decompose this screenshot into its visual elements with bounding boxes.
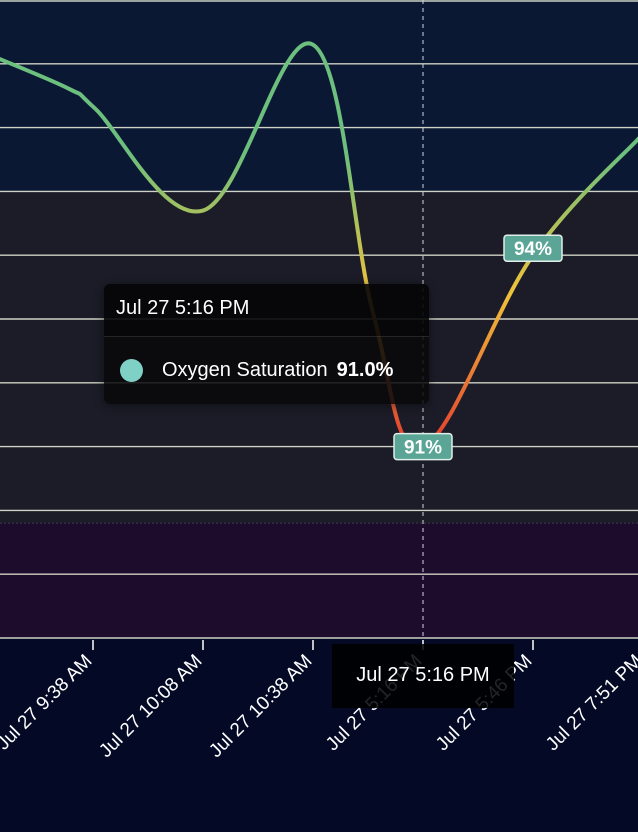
series-group [0, 41, 638, 450]
crosshair-x-label: Jul 27 5:16 PM [332, 644, 514, 708]
data-label-box [503, 234, 563, 262]
tooltip-value: 91.0% [336, 358, 394, 381]
x-tick-label: Jul 27 10:38 AM [205, 651, 316, 762]
data-label-text: 91% [404, 438, 442, 459]
plot-band-0 [0, 0, 638, 192]
tooltip-body: Oxygen Saturation 91.0% [104, 337, 429, 403]
tooltip-series-name: Oxygen Saturation [162, 358, 328, 381]
plot-band-2 [0, 523, 638, 638]
x-tick-label: Jul 27 10:08 AM [95, 651, 206, 762]
series-line-oxygen-saturation [0, 41, 638, 450]
x-tick-label: Jul 27 9:38 AM [0, 651, 97, 755]
x-tick-label: Jul 27 7:51 PM [542, 651, 638, 755]
tooltip: Jul 27 5:16 PM Oxygen Saturation 91.0% [104, 284, 429, 404]
data-labels: 91% 94% [393, 234, 563, 461]
data-label-text: 94% [514, 239, 552, 260]
data-label-box [393, 432, 453, 461]
tooltip-header: Jul 27 5:16 PM [104, 284, 429, 337]
data-label: 91% [393, 432, 453, 461]
series-marker-icon [120, 358, 143, 382]
data-label: 94% [503, 234, 563, 262]
